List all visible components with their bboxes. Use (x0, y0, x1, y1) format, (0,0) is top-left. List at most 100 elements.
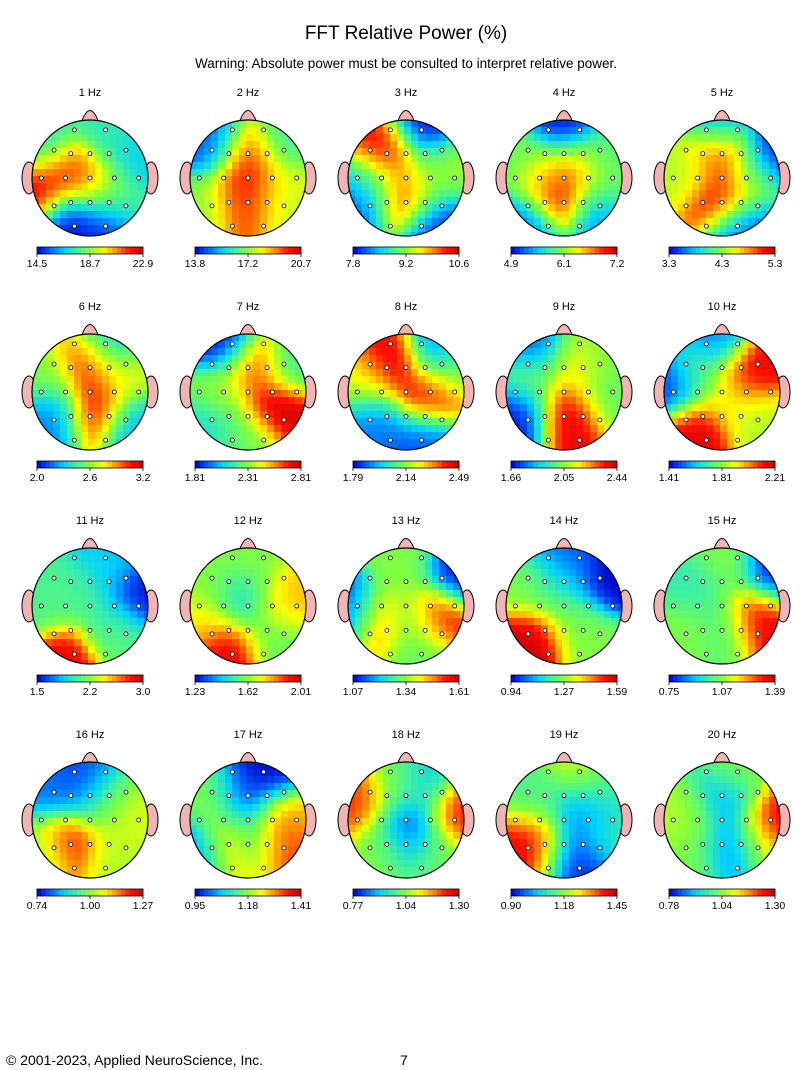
topomap: 5 Hz3.3 4.3 5.3 (653, 87, 791, 270)
field-cell (190, 397, 198, 405)
field-cell (295, 211, 303, 219)
field-cell (204, 141, 212, 149)
field-cell (383, 632, 391, 640)
field-cell (755, 383, 763, 391)
field-cell (295, 362, 303, 370)
field-cell (109, 197, 117, 205)
field-cell (439, 176, 447, 184)
field-cell (46, 383, 54, 391)
field-cell (404, 590, 412, 598)
field-cell (95, 797, 103, 805)
field-cell (748, 618, 756, 626)
colorbar-segment (50, 675, 55, 682)
electrode-dot (403, 579, 409, 585)
field-cell (60, 790, 68, 798)
electrode-dot (542, 199, 548, 205)
field-cell (218, 232, 226, 236)
field-cell (618, 397, 622, 405)
field-cell (288, 155, 296, 163)
electrode-dot (422, 413, 428, 419)
electrode-dot (264, 199, 270, 205)
colorbar-segment (577, 247, 582, 254)
field-cell (734, 204, 742, 212)
field-cell (418, 618, 426, 626)
field-cell (81, 846, 89, 854)
field-cell (362, 141, 370, 149)
electrode-dot (261, 437, 267, 443)
electrode-dot (367, 417, 373, 423)
field-cell (425, 660, 433, 664)
field-cell (362, 376, 370, 384)
colorbar-segment (594, 675, 600, 682)
field-cell (74, 790, 82, 798)
field-cell (253, 155, 261, 163)
field-cell (548, 197, 556, 205)
field-cell (197, 804, 205, 812)
field-cell (432, 639, 440, 647)
colorbar-tick-label: 2.21 (765, 472, 786, 484)
field-cell (383, 348, 391, 356)
field-cell (130, 155, 138, 163)
field-cell (453, 155, 461, 163)
field-cell (713, 225, 721, 233)
colorbar-segment (112, 247, 117, 254)
field-cell (274, 555, 282, 563)
field-cell (376, 411, 384, 419)
field-cell (116, 176, 124, 184)
field-cell (362, 604, 370, 612)
field-cell (95, 183, 103, 191)
field-cell (562, 660, 570, 664)
field-cell (253, 232, 261, 236)
field-cell (618, 176, 622, 184)
field-cell (232, 590, 240, 598)
field-cell (74, 232, 82, 236)
field-cell (506, 155, 514, 163)
field-cell (383, 204, 391, 212)
field-cell (604, 569, 612, 577)
field-cell (32, 832, 40, 840)
field-cell (288, 639, 296, 647)
colorbar-segment (766, 461, 771, 468)
colorbar-segment (283, 675, 289, 682)
field-cell (706, 232, 714, 236)
field-cell (355, 197, 363, 205)
field-cell (741, 404, 749, 412)
field-cell (267, 597, 275, 605)
field-cell (81, 148, 89, 156)
field-cell (204, 176, 212, 184)
field-cell (376, 390, 384, 398)
field-cell (597, 390, 605, 398)
field-cell (404, 446, 412, 450)
field-cell (260, 432, 268, 440)
field-cell (288, 197, 296, 205)
field-cell (288, 369, 296, 377)
field-cell (604, 611, 612, 619)
field-cell (369, 611, 377, 619)
field-cell (239, 618, 247, 626)
field-cell (604, 625, 612, 633)
field-cell (295, 397, 303, 405)
field-cell (713, 183, 721, 191)
field-cell (109, 790, 117, 798)
field-cell (397, 439, 405, 447)
field-cell (383, 183, 391, 191)
field-cell (439, 646, 447, 654)
colorbar-segment (103, 461, 108, 468)
field-cell (404, 425, 412, 433)
colorbar-segment (120, 889, 126, 896)
field-cell (60, 618, 68, 626)
field-cell (439, 597, 447, 605)
field-cell (239, 611, 247, 619)
colorbar-segment (608, 461, 613, 468)
field-cell (281, 348, 289, 356)
field-cell (769, 383, 777, 391)
field-cell (211, 562, 219, 570)
field-cell (678, 632, 686, 640)
field-cell (397, 176, 405, 184)
field-cell (130, 604, 138, 612)
field-cell (116, 362, 124, 370)
colorbar-segment (432, 675, 438, 682)
page-title: FFT Relative Power (%) (304, 23, 508, 44)
field-cell (755, 653, 763, 661)
map-frequency-label: 16 Hz (76, 729, 105, 741)
